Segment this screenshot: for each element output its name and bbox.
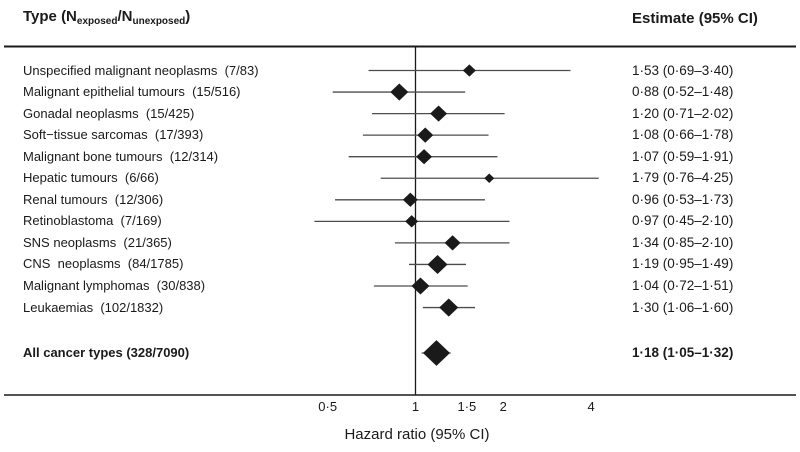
estimate-value: 1·79 (0·76–4·25): [632, 170, 734, 186]
hr-diamond: [411, 277, 430, 295]
x-tick-label: 4: [587, 399, 595, 414]
estimate-value: 1·07 (0·59–1·91): [632, 148, 734, 164]
hr-diamond: [444, 235, 461, 251]
estimate-value: 1·04 (0·72–1·51): [632, 278, 734, 293]
row-label: Leukaemias (102/1832): [23, 299, 164, 315]
row-label: All cancer types (328/7090): [23, 345, 190, 360]
hr-diamond: [430, 105, 448, 122]
x-tick-label: 1: [411, 399, 420, 414]
x-tick-label: 0·5: [318, 399, 338, 414]
row-label: Unspecified malignant neoplasms (7/83): [23, 62, 259, 78]
estimate-value: 1·20 (0·71–2·02): [632, 105, 734, 121]
row-label: Malignant lymphomas (30/838): [23, 278, 206, 293]
type-header-sub-exposed: exposed: [76, 16, 118, 27]
row-label: Soft−tissue sarcomas (17/393): [23, 127, 204, 143]
hr-diamond: [390, 83, 409, 101]
hr-diamond: [439, 298, 459, 317]
row-label: Gonadal neoplasms (15/425): [23, 105, 195, 121]
estimate-value: 0·97 (0·45–2·10): [632, 213, 734, 229]
type-header-sub-unexposed: unexposed: [132, 16, 186, 27]
row-label: Renal tumours (12/306): [23, 191, 164, 207]
hr-diamond: [484, 173, 495, 183]
type-header-mid: /N: [117, 8, 133, 25]
hr-diamond: [402, 192, 418, 207]
type-header-post: ): [185, 8, 191, 25]
row-label: Hepatic tumours (6/66): [23, 170, 159, 186]
x-tick-label: 2: [499, 399, 507, 414]
hr-diamond: [405, 215, 419, 228]
x-tick-label: 1·5: [457, 399, 477, 414]
hr-diamond: [417, 127, 434, 143]
estimate-value: 1·30 (1·06–1·60): [632, 299, 734, 315]
type-header-text: Type (N: [23, 8, 77, 25]
estimate-value: 1·34 (0·85–2·10): [632, 234, 734, 250]
estimate-value: 1·08 (0·66–1·78): [632, 127, 734, 143]
hr-diamond: [416, 149, 433, 165]
x-axis-title: Hazard ratio (95% CI): [344, 426, 490, 443]
row-label: Malignant bone tumours (12/314): [23, 148, 219, 164]
estimate-value: 1·18 (1·05–1·32): [632, 345, 734, 360]
hr-diamond: [462, 64, 476, 77]
estimate-value: 1·53 (0·69–3·40): [632, 62, 734, 78]
row-label: Retinoblastoma (7/169): [23, 213, 162, 229]
estimate-value: 0·88 (0·52–1·48): [632, 84, 734, 100]
hr-diamond: [427, 254, 448, 274]
column-header-type: Type (Nexposed/Nunexposed): [23, 8, 190, 27]
column-header-estimate: Estimate (95% CI): [632, 10, 758, 27]
row-label: SNS neoplasms (21/365): [23, 234, 172, 250]
row-label: Malignant epithelial tumours (15/516): [23, 84, 241, 100]
estimate-value: 1·19 (0·95–1·49): [632, 256, 734, 272]
estimate-value: 0·96 (0·53–1·73): [632, 191, 734, 207]
hr-diamond: [422, 340, 450, 366]
row-label: CNS neoplasms (84/1785): [23, 256, 184, 272]
